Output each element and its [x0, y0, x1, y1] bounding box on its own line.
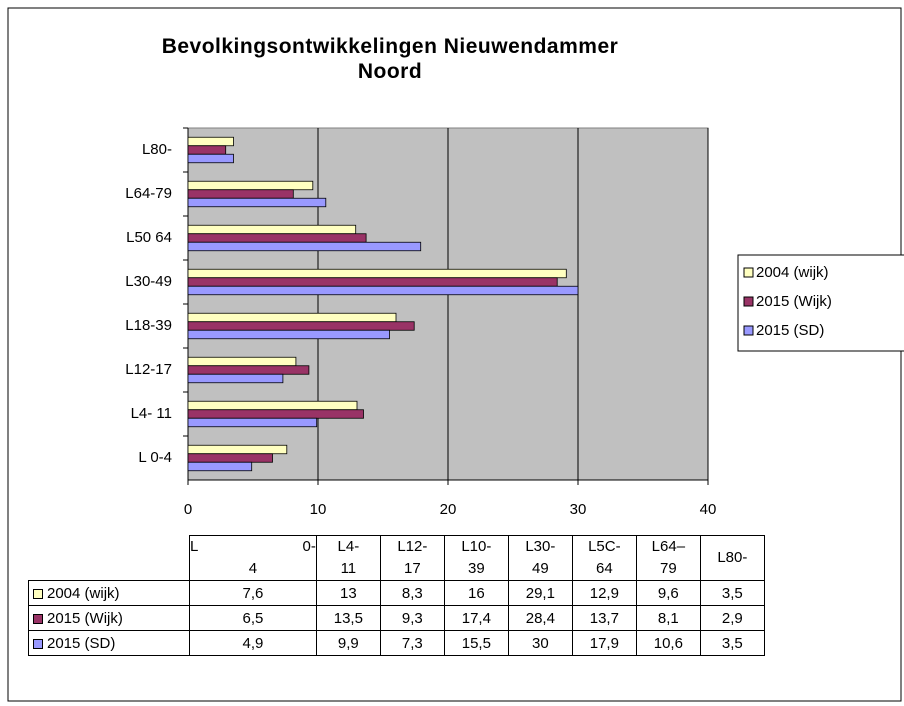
bar: [187, 329, 390, 340]
bar: [187, 197, 327, 208]
table-cell: 17,4: [443, 605, 509, 631]
table-cell: 8,3: [379, 580, 445, 606]
data-table: L 0-4 L4- 11 L12- 17 L10- 39 L30- 49 L5C- 64 L…: [28, 535, 765, 656]
x-tick-label: 0: [184, 501, 192, 518]
table-cell: 13,7: [571, 605, 637, 631]
bar: [187, 241, 422, 252]
x-tick-label: 30: [570, 501, 587, 518]
table-row-label: 2004 (wijk): [28, 580, 190, 606]
table-header: L 0-4: [189, 535, 317, 581]
table-cell: 16: [443, 580, 509, 606]
legend-label: 2004 (wijk): [756, 264, 829, 281]
table-header: L12- 17: [379, 535, 445, 581]
y-tick-label: L30-49: [125, 273, 172, 290]
bar: [187, 136, 234, 147]
table-cell: 7,6: [189, 580, 317, 606]
table-corner: [29, 536, 190, 581]
y-tick-label: L18-39: [125, 317, 172, 334]
table-header: L64– 79: [635, 535, 701, 581]
chart-title: Bevolkingsontwikkelingen Nieuwendammer N…: [161, 35, 619, 83]
bar: [187, 417, 318, 428]
table-row-name: 2004 (wijk): [47, 584, 120, 602]
table-legend-key: [33, 613, 43, 624]
table-header: L10- 39: [443, 535, 509, 581]
table-row-label: 2015 (SD): [28, 630, 190, 656]
table-row-name: 2015 (SD): [47, 634, 116, 652]
table-legend-key: [33, 588, 43, 599]
bar: [187, 233, 367, 243]
y-tick-label: L80-: [142, 141, 172, 158]
bar: [187, 285, 579, 296]
bar: [187, 453, 273, 463]
y-tick-label: L64-79: [125, 185, 172, 202]
table-header: L80-: [699, 535, 765, 581]
x-tick-label: 20: [440, 501, 457, 518]
table-cell: 30: [507, 630, 573, 656]
table-cell: 29,1: [507, 580, 573, 606]
table-cell: 3,5: [699, 630, 765, 656]
legend-key: [743, 267, 754, 278]
table-cell: 15,5: [443, 630, 509, 656]
bar: [187, 180, 314, 191]
legend-label: 2015 (SD): [756, 322, 824, 339]
table-row-name: 2015 (Wijk): [47, 609, 123, 627]
table-cell: 9,9: [315, 630, 381, 656]
table-legend-key: [33, 638, 43, 649]
bar: [187, 145, 227, 155]
bar: [187, 365, 310, 375]
legend-label: 2015 (Wijk): [756, 293, 832, 310]
table-cell: 13: [315, 580, 381, 606]
table-cell: 7,3: [379, 630, 445, 656]
table-row: 2004 (wijk) 7,6 13 8,3 16 29,1 12,9 9,6 3,5: [28, 580, 765, 606]
x-tick-label: 40: [700, 501, 717, 518]
x-tick-label: 10: [310, 501, 327, 518]
table-cell: 6,5: [189, 605, 317, 631]
bar: [187, 224, 357, 235]
table-cell: 13,5: [315, 605, 381, 631]
table-header: L4- 11: [315, 535, 381, 581]
bar: [187, 400, 358, 411]
y-tick-label: L50 64: [126, 229, 172, 246]
bar: [187, 373, 284, 384]
bar: [187, 461, 253, 472]
table-cell: 9,6: [635, 580, 701, 606]
bar: [187, 268, 567, 279]
table-header: L5C- 64: [571, 535, 637, 581]
chart-border: [7, 7, 902, 702]
y-tick-label: L 0-4: [138, 449, 172, 466]
table-row: 2015 (Wijk) 6,5 13,5 9,3 17,4 28,4 13,7 8,1 2,9: [28, 605, 765, 631]
table-cell: 9,3: [379, 605, 445, 631]
table-row-label: 2015 (Wijk): [28, 605, 190, 631]
bar: [187, 189, 294, 199]
bar: [187, 356, 297, 367]
bar: [187, 409, 364, 419]
table-cell: 3,5: [699, 580, 765, 606]
table-row: 2015 (SD) 4,9 9,9 7,3 15,5 30 17,9 10,6 3,5: [28, 630, 765, 656]
table-header: L30- 49: [507, 535, 573, 581]
bar: [187, 312, 397, 323]
table-cell: 2,9: [699, 605, 765, 631]
table-cell: 17,9: [571, 630, 637, 656]
bar: [187, 153, 234, 164]
y-tick-label: L12-17: [125, 361, 172, 378]
bar: [187, 444, 288, 455]
legend-key: [743, 296, 754, 307]
table-header-row: L 0-4 L4- 11 L12- 17 L10- 39 L30- 49 L5C- 64 L…: [29, 535, 765, 581]
y-tick-label: L4- 11: [131, 405, 172, 422]
bar: [187, 321, 415, 331]
table-cell: 12,9: [571, 580, 637, 606]
table-cell: 28,4: [507, 605, 573, 631]
legend-key: [743, 325, 754, 336]
legend-box: [737, 254, 904, 352]
table-cell: 8,1: [635, 605, 701, 631]
bar: [187, 277, 558, 287]
table-cell: 4,9: [189, 630, 317, 656]
table-cell: 10,6: [635, 630, 701, 656]
